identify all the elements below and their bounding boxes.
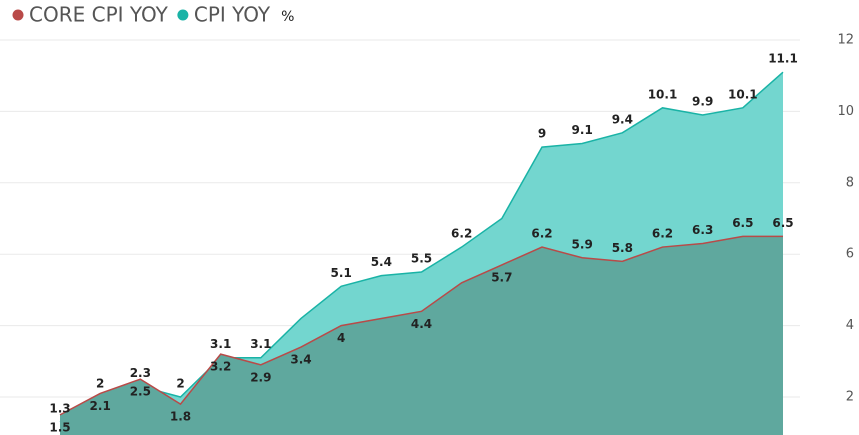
data-label: 2.3 (130, 366, 151, 380)
data-label: 5.5 (411, 252, 432, 266)
y-axis-unit: % (281, 9, 294, 25)
data-label: 11.1 (768, 52, 798, 66)
data-label: 3.4 (290, 353, 311, 367)
legend-label: CORE CPI YOY (29, 3, 169, 27)
legend-swatch (177, 9, 189, 21)
data-label: 9.9 (692, 94, 713, 108)
data-label: 6.5 (732, 216, 753, 230)
data-label: 9 (538, 127, 546, 141)
data-label: 6.5 (772, 216, 793, 230)
data-label: 5.8 (612, 241, 633, 255)
area (60, 236, 783, 435)
data-label: 5.4 (371, 255, 392, 269)
y-tick-label: 2 (846, 390, 854, 405)
data-label: 1.3 (49, 401, 70, 415)
data-label: 6.2 (652, 227, 673, 241)
legend-swatch (12, 9, 24, 21)
data-label: 3.2 (210, 360, 231, 374)
y-tick-label: 8 (846, 175, 854, 190)
line (59, 71, 784, 423)
data-label: 9.4 (612, 112, 633, 126)
legend: CORE CPI YOY CPI YOY% (12, 3, 294, 27)
data-label: 10.1 (728, 87, 758, 101)
data-label: 2.9 (250, 370, 271, 384)
line (59, 235, 783, 416)
data-label: 6.2 (531, 227, 552, 241)
y-tick-label: 4 (846, 318, 854, 333)
y-tick-label: 6 (846, 247, 854, 262)
data-label: 3.1 (250, 337, 271, 351)
data-label: 9.1 (572, 123, 593, 137)
data-label: 6.2 (451, 227, 472, 241)
data-label: 5.1 (331, 266, 352, 280)
data-label: 4 (337, 331, 345, 345)
data-label: 2 (96, 377, 104, 391)
data-label: 4.4 (411, 317, 432, 331)
data-label: 5.9 (572, 237, 593, 251)
data-label: 3.1 (210, 337, 231, 351)
legend-label: CPI YOY (194, 3, 271, 27)
data-label: 10.1 (648, 87, 678, 101)
data-label: 1.5 (49, 420, 70, 434)
y-tick-label: 12 (837, 33, 854, 48)
data-label: 2.5 (130, 385, 151, 399)
data-label: 2.1 (90, 399, 111, 413)
data-label: 2 (176, 377, 184, 391)
y-tick-label: 10 (837, 104, 854, 119)
data-label: 6.3 (692, 223, 713, 237)
data-label: 1.8 (170, 410, 191, 424)
data-label: 5.7 (491, 270, 512, 284)
